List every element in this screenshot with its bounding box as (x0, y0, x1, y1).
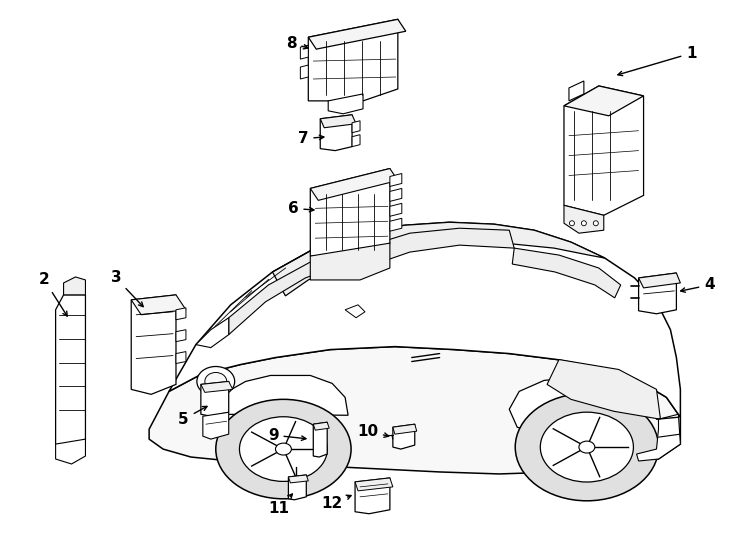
Polygon shape (393, 424, 417, 434)
Polygon shape (320, 115, 352, 151)
Text: 11: 11 (268, 494, 292, 516)
Polygon shape (345, 305, 365, 318)
Polygon shape (272, 222, 605, 296)
Text: 10: 10 (357, 424, 388, 438)
Polygon shape (203, 412, 229, 439)
Polygon shape (547, 360, 661, 419)
Polygon shape (310, 168, 390, 256)
Polygon shape (201, 381, 229, 416)
Polygon shape (216, 375, 348, 415)
Polygon shape (564, 86, 644, 116)
Polygon shape (308, 19, 406, 49)
Polygon shape (569, 81, 584, 101)
Polygon shape (308, 19, 398, 101)
Text: 1: 1 (618, 45, 697, 76)
Polygon shape (288, 475, 308, 483)
Polygon shape (310, 243, 390, 280)
Text: 3: 3 (111, 271, 143, 307)
Polygon shape (176, 352, 186, 363)
Polygon shape (176, 330, 186, 342)
Ellipse shape (540, 412, 633, 482)
Polygon shape (390, 173, 401, 186)
Text: 7: 7 (298, 131, 324, 146)
Polygon shape (56, 439, 85, 464)
Ellipse shape (239, 417, 327, 481)
Polygon shape (176, 308, 186, 320)
Polygon shape (56, 295, 85, 454)
Polygon shape (313, 422, 327, 457)
Text: 8: 8 (286, 36, 308, 51)
Polygon shape (149, 347, 680, 474)
Polygon shape (196, 318, 229, 348)
Polygon shape (390, 218, 401, 231)
Polygon shape (131, 295, 176, 394)
Polygon shape (328, 94, 363, 114)
Circle shape (581, 221, 586, 226)
Polygon shape (509, 377, 647, 437)
Polygon shape (390, 204, 401, 217)
Polygon shape (300, 45, 308, 59)
Ellipse shape (515, 393, 658, 501)
Polygon shape (393, 424, 415, 449)
Circle shape (570, 221, 575, 226)
Text: 2: 2 (39, 273, 68, 316)
Polygon shape (355, 478, 393, 491)
Ellipse shape (205, 373, 227, 390)
Polygon shape (169, 222, 680, 417)
Polygon shape (288, 475, 306, 500)
Polygon shape (355, 228, 515, 270)
Ellipse shape (579, 441, 595, 453)
Polygon shape (229, 250, 345, 335)
Polygon shape (320, 115, 356, 128)
Polygon shape (310, 168, 398, 200)
Polygon shape (313, 422, 329, 430)
Polygon shape (564, 205, 604, 233)
Text: 12: 12 (321, 495, 351, 511)
Polygon shape (352, 121, 360, 133)
Ellipse shape (275, 443, 291, 455)
Polygon shape (512, 248, 621, 298)
Text: 6: 6 (288, 201, 314, 216)
Circle shape (593, 221, 598, 226)
Polygon shape (390, 188, 401, 201)
Polygon shape (300, 65, 308, 79)
Polygon shape (639, 273, 680, 288)
Polygon shape (131, 295, 186, 315)
Text: 5: 5 (178, 407, 207, 427)
Polygon shape (564, 86, 644, 215)
Ellipse shape (197, 367, 235, 396)
Text: 9: 9 (268, 428, 306, 443)
Polygon shape (639, 273, 677, 314)
Text: 4: 4 (680, 278, 715, 293)
Polygon shape (64, 277, 85, 295)
Ellipse shape (216, 400, 351, 499)
Polygon shape (352, 134, 360, 147)
Polygon shape (355, 478, 390, 514)
Polygon shape (636, 414, 680, 461)
Polygon shape (201, 381, 233, 393)
